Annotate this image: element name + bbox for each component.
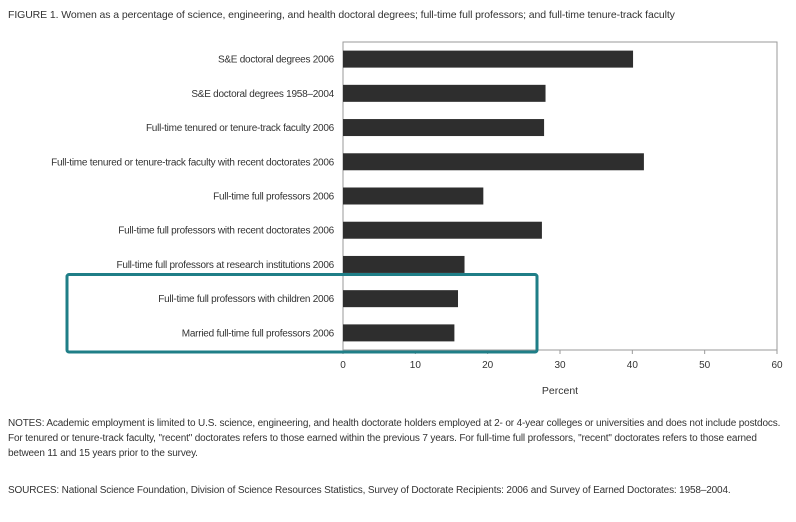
category-label: S&E doctoral degrees 2006 — [218, 55, 335, 66]
category-label: Full-time full professors 2006 — [213, 192, 335, 203]
category-label: Full-time full professors with children … — [158, 294, 334, 305]
bar — [343, 187, 484, 205]
x-tick-label: 50 — [699, 360, 711, 371]
category-label: Full-time full professors with recent do… — [118, 226, 334, 237]
x-tick-label: 0 — [340, 360, 346, 371]
category-label: Full-time tenured or tenure-track facult… — [51, 157, 335, 168]
bar — [343, 324, 455, 342]
bar — [343, 84, 546, 102]
category-label: S&E doctoral degrees 1958–2004 — [191, 89, 334, 100]
x-tick-label: 20 — [482, 360, 494, 371]
category-label: Full-time tenured or tenure-track facult… — [146, 123, 335, 134]
sources-text: SOURCES: National Science Foundation, Di… — [8, 485, 731, 496]
bar — [343, 221, 542, 239]
x-tick-label: 60 — [771, 360, 783, 371]
bar-chart: S&E doctoral degrees 2006 S&E doctoral de… — [51, 41, 783, 397]
x-tick-label: 40 — [627, 360, 639, 371]
bar — [343, 153, 644, 171]
bar — [343, 119, 545, 137]
x-axis-label: Percent — [542, 385, 578, 397]
category-label: Full-time full professors at research in… — [117, 260, 335, 271]
category-labels: S&E doctoral degrees 2006 S&E doctoral de… — [51, 55, 335, 340]
x-tick-label: 30 — [554, 360, 566, 371]
bar — [343, 50, 634, 68]
bar — [343, 255, 465, 273]
category-label: Married full-time full professors 2006 — [182, 328, 335, 339]
notes-text: NOTES: Academic employment is limited to… — [8, 418, 781, 459]
highlight-box — [65, 273, 539, 354]
bars — [343, 50, 644, 342]
figure-title: FIGURE 1. Women as a percentage of scien… — [8, 9, 675, 21]
x-tick-label: 10 — [410, 360, 422, 371]
bar — [343, 290, 459, 308]
